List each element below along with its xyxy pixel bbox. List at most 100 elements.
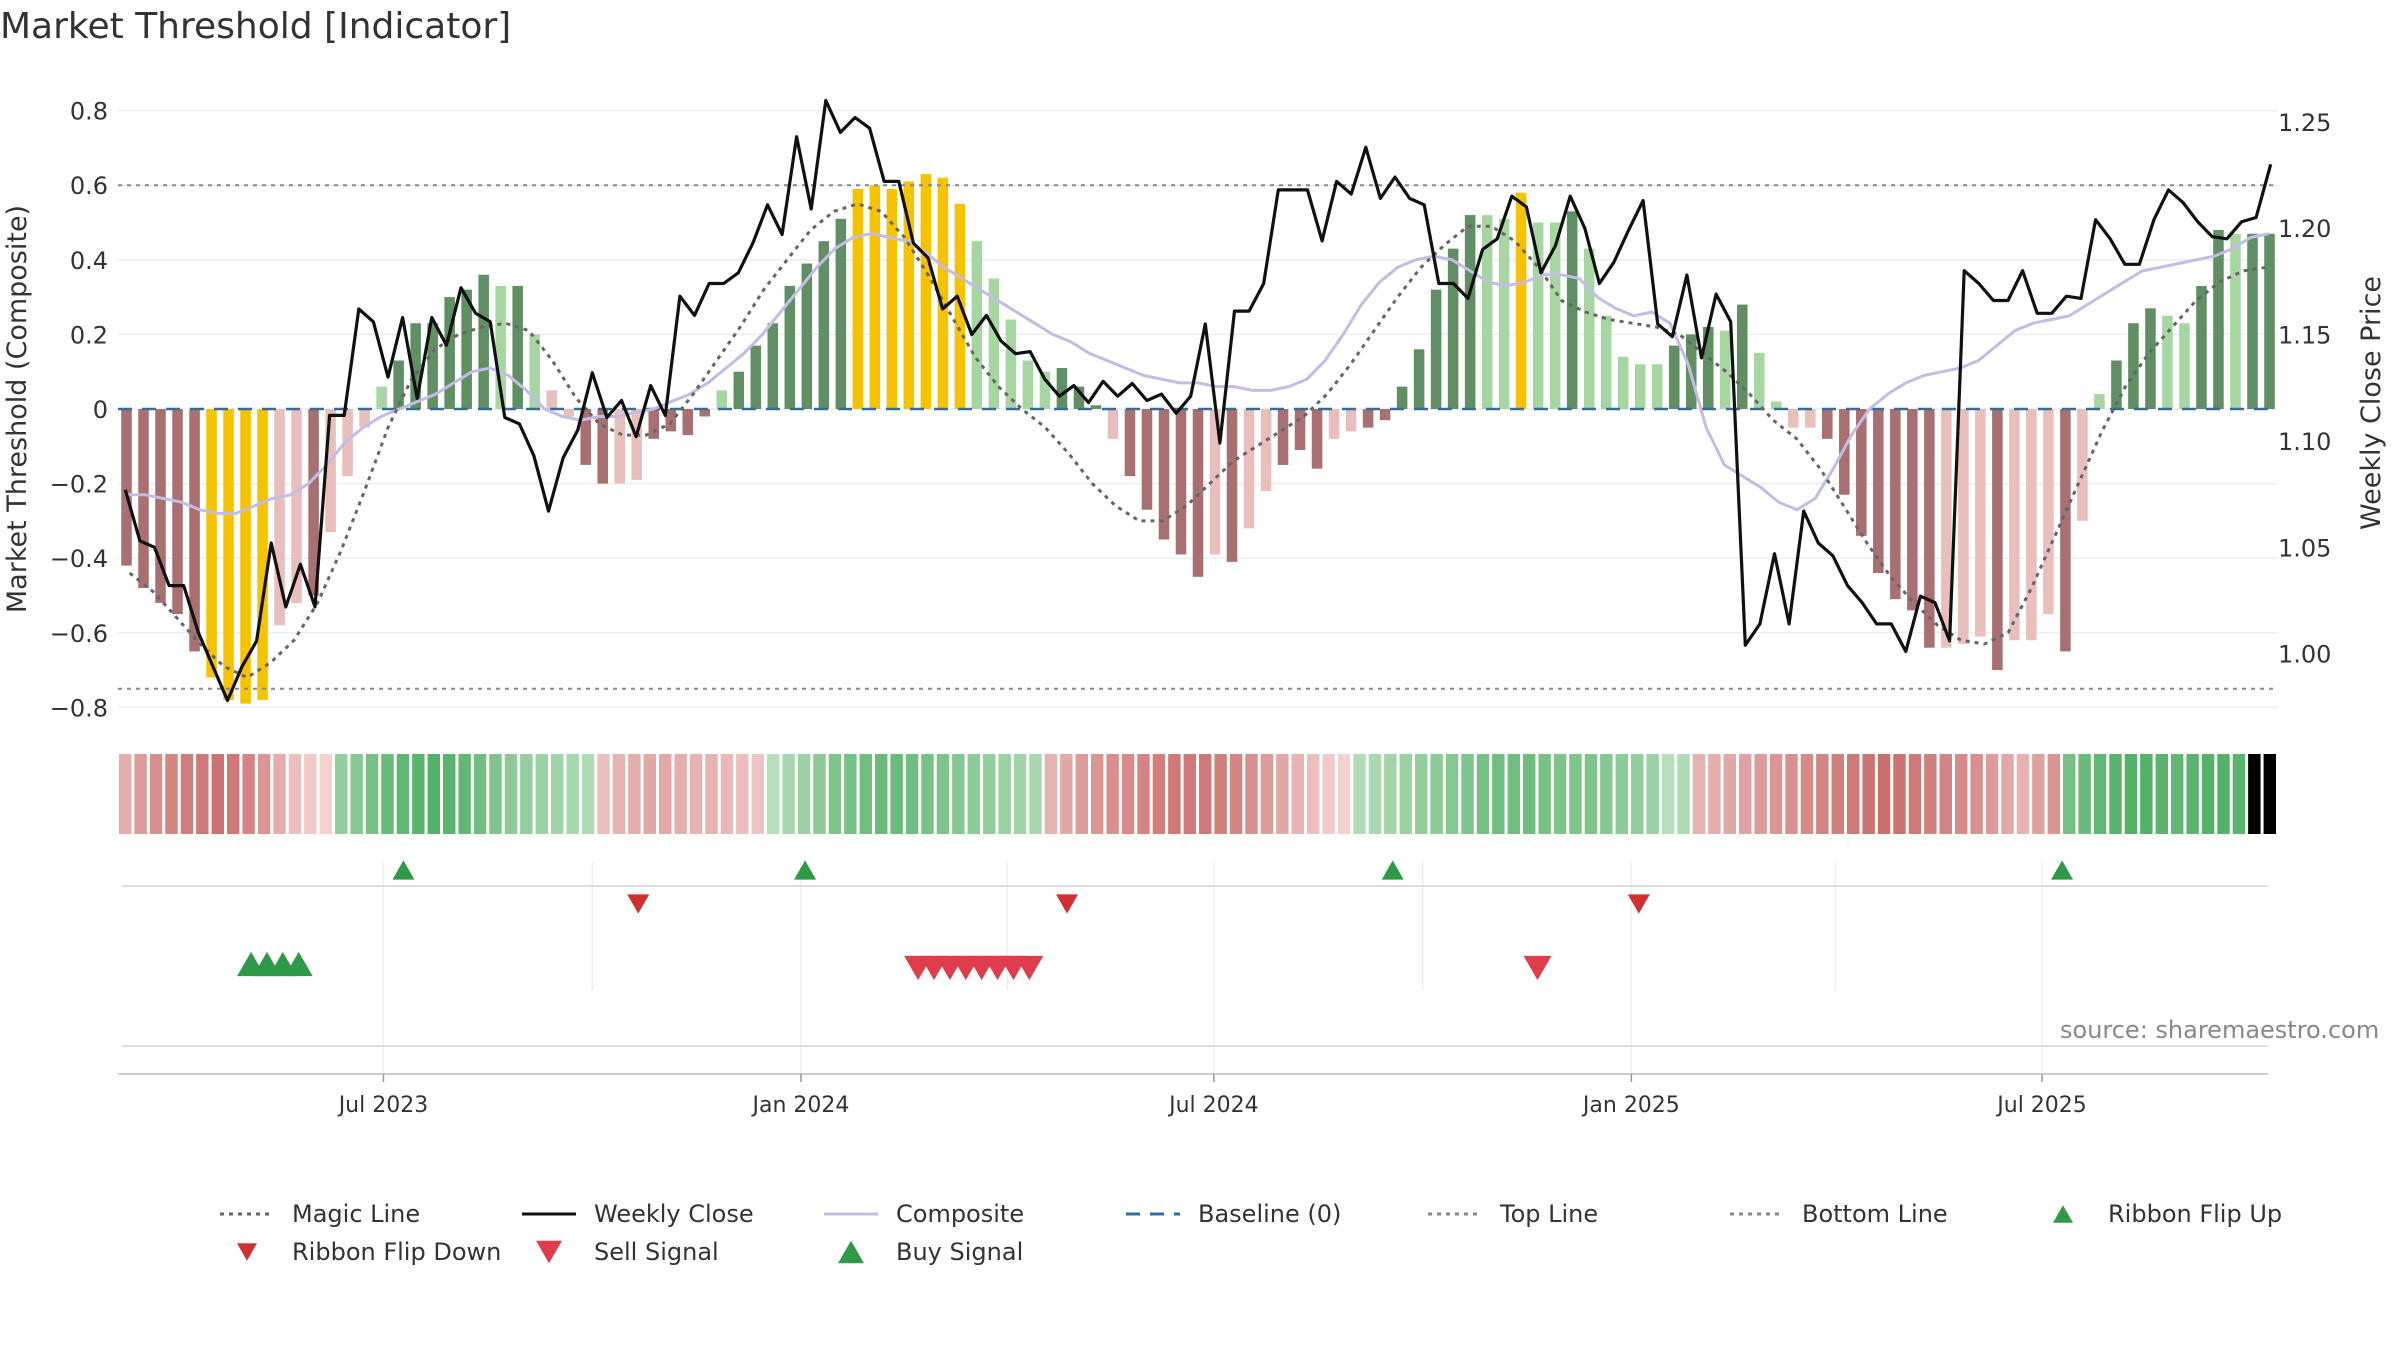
composite-bar bbox=[1379, 409, 1391, 421]
composite-bar bbox=[2094, 394, 2105, 409]
ribbon-segment bbox=[2217, 754, 2230, 834]
ribbon-segment bbox=[921, 754, 934, 834]
ribbon-segment bbox=[180, 754, 194, 834]
ribbon-segment bbox=[1476, 754, 1490, 834]
composite-bar bbox=[478, 274, 489, 409]
composite-bar bbox=[2077, 409, 2088, 521]
composite-bar bbox=[648, 409, 660, 439]
ribbon-segment bbox=[581, 754, 595, 834]
composite-bar bbox=[512, 285, 523, 409]
legend-label: Bottom Line bbox=[1802, 1200, 1948, 1228]
ribbon-segment bbox=[890, 754, 903, 834]
composite-bar bbox=[869, 185, 881, 409]
ribbon-flip-up-marker bbox=[794, 860, 817, 880]
right-tick-label: 1.10 bbox=[2278, 428, 2331, 456]
ribbon-segment bbox=[2263, 754, 2276, 834]
composite-bar bbox=[2145, 308, 2156, 409]
ribbon-segment bbox=[1276, 754, 1289, 834]
ribbon-segment bbox=[242, 754, 255, 834]
composite-bar bbox=[240, 409, 251, 704]
ribbon-segment bbox=[1507, 754, 1520, 834]
buy-signal-marker bbox=[284, 951, 313, 977]
ribbon-segment bbox=[273, 754, 286, 834]
composite-bar bbox=[206, 409, 217, 678]
ribbon-segment bbox=[597, 754, 610, 834]
legend-item: Ribbon Flip Up bbox=[2032, 1200, 2282, 1228]
ribbon-segment bbox=[1075, 754, 1088, 834]
legend-symbol bbox=[1730, 1212, 1784, 1216]
ribbon-segment bbox=[1029, 754, 1042, 834]
composite-bar bbox=[971, 241, 983, 409]
composite-bar bbox=[1413, 349, 1425, 409]
ribbon-segment bbox=[1183, 754, 1196, 834]
ribbon-segment bbox=[628, 754, 641, 834]
ribbon-segment bbox=[1415, 754, 1428, 834]
composite-bar bbox=[784, 285, 796, 409]
composite-bar bbox=[1770, 401, 1782, 409]
ribbon-segment bbox=[1677, 754, 1690, 834]
ribbon-segment bbox=[1322, 754, 1335, 834]
composite-bar bbox=[1311, 409, 1323, 469]
legend-item: Weekly Close bbox=[518, 1200, 754, 1228]
ribbon-segment bbox=[319, 754, 332, 834]
composite-bar bbox=[750, 345, 762, 409]
composite-bar bbox=[2043, 409, 2054, 615]
ribbon-segment bbox=[1615, 754, 1628, 834]
composite-bar bbox=[1481, 215, 1493, 409]
ribbon-segment bbox=[2032, 754, 2045, 834]
composite-bar bbox=[546, 390, 557, 409]
left-tick-label: 0 bbox=[93, 396, 108, 424]
legend-symbol-mark bbox=[536, 1240, 562, 1264]
composite-bar bbox=[155, 409, 166, 603]
ribbon-segment bbox=[350, 754, 363, 834]
ribbon-segment bbox=[1353, 754, 1366, 834]
composite-bar bbox=[1430, 289, 1442, 409]
right-tick-label: 1.05 bbox=[2278, 534, 2331, 562]
ribbon-segment bbox=[905, 754, 919, 834]
ribbon-segment bbox=[2248, 754, 2261, 834]
composite-bar bbox=[1345, 409, 1357, 432]
composite-bar bbox=[1702, 326, 1714, 409]
composite-bar bbox=[631, 409, 643, 480]
ribbon-segment bbox=[489, 754, 502, 834]
legend-label: Composite bbox=[896, 1200, 1025, 1228]
ribbon-segment bbox=[1939, 754, 1952, 834]
composite-bar bbox=[1753, 353, 1765, 409]
ribbon-segment bbox=[782, 754, 795, 834]
ribbon-segment bbox=[1862, 754, 1875, 834]
ribbon-segment bbox=[1631, 754, 1644, 834]
legend-symbol-mark bbox=[838, 1240, 864, 1264]
ribbon-segment bbox=[689, 754, 703, 834]
composite-bar bbox=[393, 360, 404, 409]
legend-symbol bbox=[237, 1243, 257, 1261]
composite-bar bbox=[716, 390, 728, 409]
composite-bar bbox=[2060, 409, 2071, 652]
composite-bar bbox=[495, 285, 506, 409]
legend-label: Top Line bbox=[1500, 1200, 1599, 1228]
ribbon-segment bbox=[1492, 754, 1505, 834]
ribbon-segment bbox=[1523, 754, 1536, 834]
chart-title: Market Threshold [Indicator] bbox=[0, 6, 512, 47]
composite-bar bbox=[2009, 409, 2020, 641]
ribbon-segment bbox=[1800, 754, 1814, 834]
composite-bar bbox=[767, 323, 779, 409]
ribbon-segment bbox=[335, 754, 348, 834]
ribbon-segment bbox=[535, 754, 548, 834]
composite-bar bbox=[1328, 409, 1340, 439]
legend-label: Ribbon Flip Down bbox=[292, 1238, 502, 1266]
composite-bar bbox=[1856, 409, 1867, 536]
composite-bar bbox=[1788, 409, 1799, 428]
ribbon-segment bbox=[304, 754, 317, 834]
ribbon-segment bbox=[1692, 754, 1706, 834]
ribbon-segment bbox=[1785, 754, 1798, 834]
ribbon-segment bbox=[1739, 754, 1752, 834]
legend-label: Buy Signal bbox=[896, 1238, 1024, 1266]
legend-symbol bbox=[536, 1240, 562, 1264]
composite-bar bbox=[1805, 409, 1816, 428]
weekly-close-line bbox=[123, 98, 2273, 703]
ribbon-segment bbox=[257, 754, 271, 834]
ribbon-segment bbox=[983, 754, 996, 834]
x-tick-label: Jul 2024 bbox=[1167, 1093, 1259, 1118]
ribbon-segment bbox=[1538, 754, 1551, 834]
legend-item: Ribbon Flip Down bbox=[216, 1238, 501, 1266]
